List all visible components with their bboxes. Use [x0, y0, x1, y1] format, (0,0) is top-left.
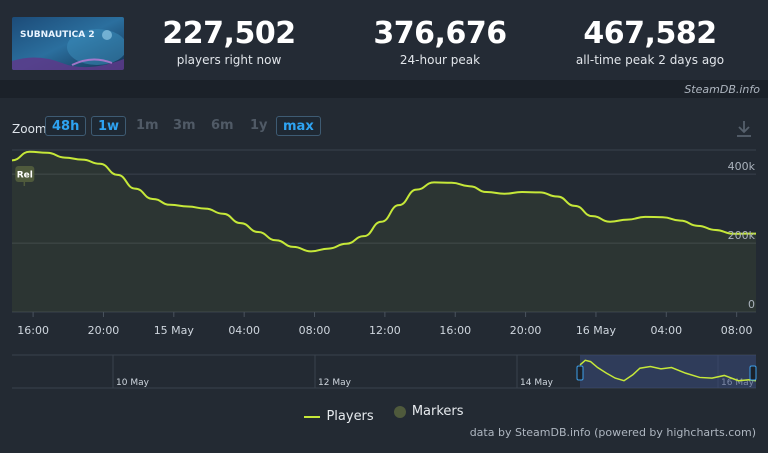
x-tick-label: 04:00 — [650, 324, 682, 337]
x-tick-label: 16 May — [576, 324, 617, 337]
zoom-3m-button[interactable]: 3m — [173, 118, 196, 133]
navigator-date-label: 12 May — [318, 378, 352, 388]
x-tick-label: 16:00 — [439, 324, 471, 337]
stat-current-players: 227,502 players right now — [150, 16, 308, 68]
players-area — [12, 151, 756, 312]
navigator-left-handle[interactable] — [576, 365, 584, 381]
zoom-48h-button[interactable]: 48h — [45, 116, 87, 136]
navigator-selection[interactable] — [580, 355, 756, 388]
chart-legend: Players Markers — [0, 404, 768, 424]
stat-24h-peak: 376,676 24-hour peak — [360, 16, 520, 68]
legend-dot-swatch — [393, 405, 406, 418]
release-marker[interactable]: Rel — [15, 166, 35, 186]
zoom-max-button[interactable]: max — [276, 116, 321, 136]
x-tick-label: 20:00 — [510, 324, 542, 337]
navigator-date-label: 10 May — [116, 378, 150, 388]
stat-label: 24-hour peak — [399, 53, 481, 67]
legend-label-players: Players — [326, 409, 374, 424]
legend-label-markers: Markers — [411, 404, 464, 419]
stats-header — [0, 0, 768, 80]
zoom-1y-button[interactable]: 1y — [250, 118, 268, 133]
stat-all-time-peak: 467,582 all-time peak 2 days ago — [570, 16, 730, 68]
stat-label: players right now — [176, 53, 282, 67]
y-tick-label: 200k — [728, 229, 756, 242]
steamdb-credit[interactable]: SteamDB.info — [684, 83, 760, 96]
y-tick-label: 400k — [728, 160, 756, 173]
x-tick-label: 20:00 — [88, 324, 120, 337]
x-tick-label: 04:00 — [228, 324, 260, 337]
game-title: SUBNAUTICA 2 — [20, 30, 95, 40]
x-tick-label: 16:00 — [17, 324, 49, 337]
zoom-1m-button[interactable]: 1m — [136, 118, 159, 133]
stat-value: 227,502 — [162, 16, 296, 51]
zoom-1w-button[interactable]: 1w — [91, 116, 127, 136]
marker-flag — [15, 166, 35, 182]
stat-value: 467,582 — [583, 16, 717, 51]
y-tick-label: 0 — [748, 298, 755, 311]
stat-label: all-time peak 2 days ago — [575, 53, 725, 67]
legend-item-players[interactable]: Players — [304, 409, 374, 424]
navigator-date-label: 14 May — [520, 378, 554, 388]
stat-value: 376,676 — [373, 16, 507, 51]
zoom-6m-button[interactable]: 6m — [211, 118, 234, 133]
marker-label: Rel — [17, 171, 33, 181]
x-tick-label: 08:00 — [299, 324, 331, 337]
navigator-right-handle[interactable] — [749, 365, 757, 381]
legend-item-markers[interactable]: Markers — [393, 404, 464, 419]
players-series-line[interactable] — [11, 150, 757, 253]
footer-credit[interactable]: data by SteamDB.info (powered by highcha… — [469, 426, 756, 439]
x-tick-label: 12:00 — [369, 324, 401, 337]
zoom-label: Zoom — [12, 122, 47, 136]
download-icon[interactable] — [734, 119, 754, 139]
legend-line-swatch — [304, 415, 321, 418]
x-tick-label: 15 May — [154, 324, 195, 337]
x-tick-label: 08:00 — [721, 324, 753, 337]
game-logo[interactable]: SUBNAUTICA 2 — [12, 17, 124, 70]
chart-panel — [0, 98, 768, 453]
navigator-series-line — [579, 359, 757, 382]
